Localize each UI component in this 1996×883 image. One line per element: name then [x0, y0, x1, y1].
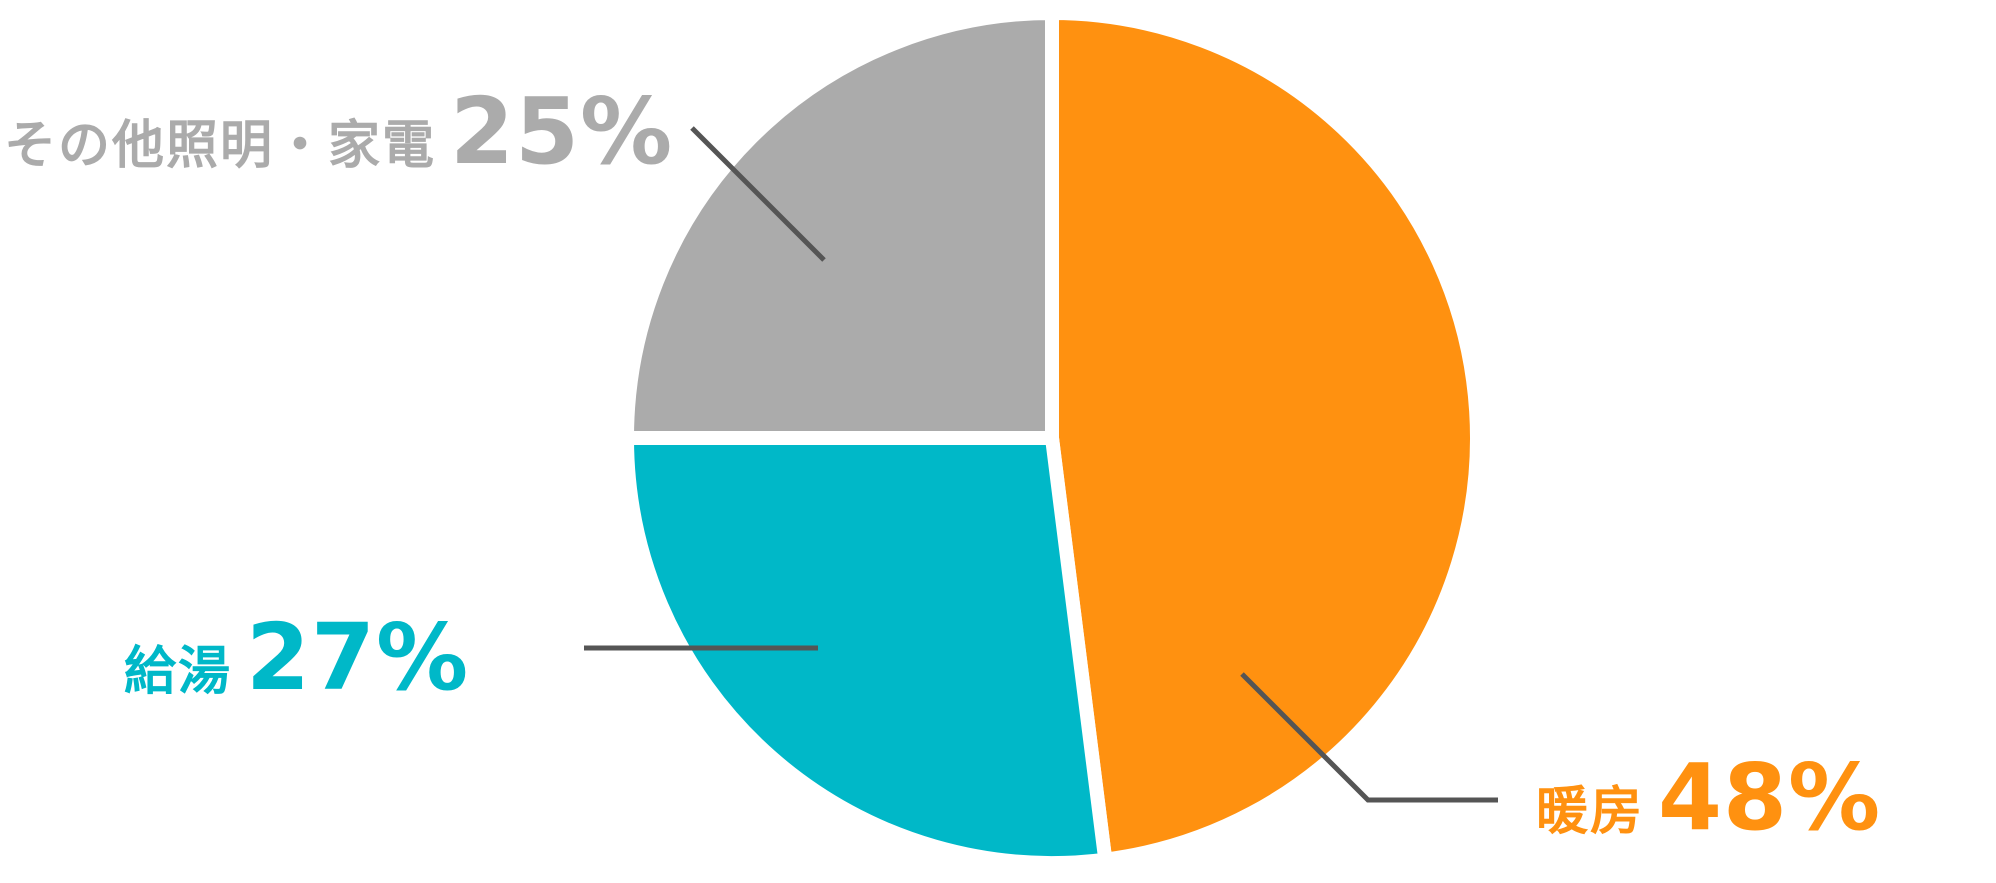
slice-percent-heating: 48%	[1658, 744, 1882, 851]
leader-line-heating	[1240, 672, 1498, 803]
slice-name-heating: 暖房	[1536, 782, 1645, 842]
slice-label-other-appliances: その他照明・家電 25%	[4, 86, 673, 178]
pie-slice-hot-water	[619, 431, 1114, 870]
slice-label-hot-water: 給湯 27%	[124, 612, 469, 704]
slice-percent-other-appliances: 25%	[450, 78, 674, 185]
slice-percent-hot-water: 27%	[246, 604, 470, 711]
slice-label-heating: 暖房 48%	[1536, 752, 1881, 844]
leader-line-other-appliances	[690, 126, 826, 262]
pie-slice-heating	[1045, 5, 1485, 868]
slice-name-other-appliances: その他照明・家電	[4, 116, 437, 176]
slice-name-hot-water: 給湯	[124, 642, 233, 702]
pie-slice-other-appliances	[619, 5, 1059, 445]
